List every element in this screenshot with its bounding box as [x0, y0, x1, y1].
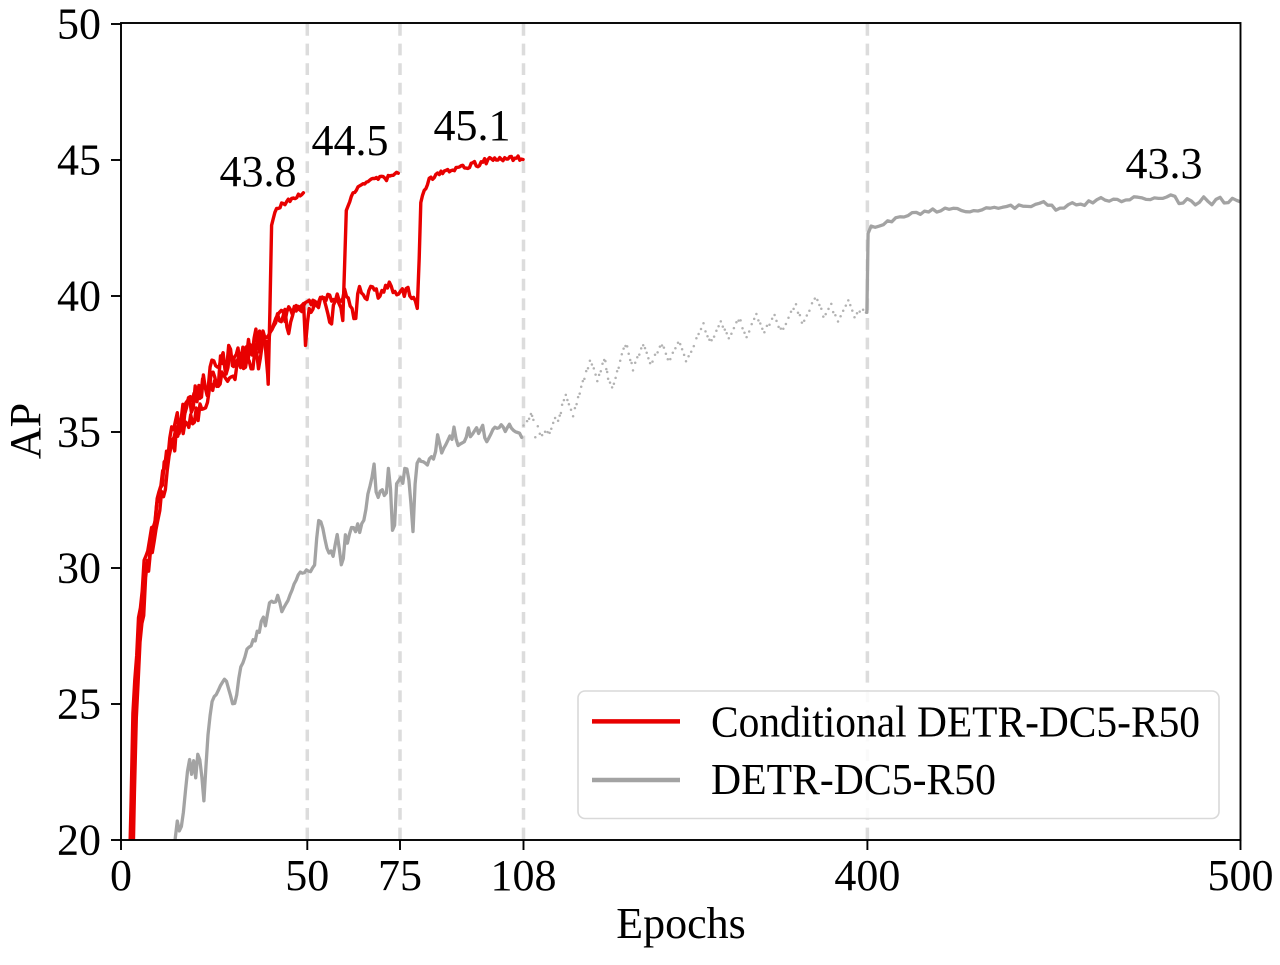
- svg-text:45.1: 45.1: [434, 101, 511, 150]
- svg-text:25: 25: [57, 680, 101, 729]
- svg-text:50: 50: [285, 851, 329, 900]
- svg-text:500: 500: [1208, 851, 1274, 900]
- svg-text:DETR-DC5-R50: DETR-DC5-R50: [711, 755, 996, 804]
- svg-text:30: 30: [57, 544, 101, 593]
- svg-text:45: 45: [57, 136, 101, 185]
- svg-text:400: 400: [834, 851, 900, 900]
- svg-text:75: 75: [378, 851, 422, 900]
- svg-text:AP: AP: [1, 403, 50, 459]
- svg-text:44.5: 44.5: [312, 116, 389, 165]
- svg-text:108: 108: [491, 851, 557, 900]
- svg-text:50: 50: [57, 0, 101, 49]
- svg-text:0: 0: [110, 851, 132, 900]
- svg-text:Conditional DETR-DC5-R50: Conditional DETR-DC5-R50: [711, 697, 1200, 746]
- svg-text:40: 40: [57, 272, 101, 321]
- svg-text:43.3: 43.3: [1126, 139, 1203, 188]
- svg-text:43.8: 43.8: [220, 147, 297, 196]
- svg-text:Epochs: Epochs: [616, 899, 746, 948]
- svg-text:20: 20: [57, 816, 101, 865]
- svg-text:35: 35: [57, 408, 101, 457]
